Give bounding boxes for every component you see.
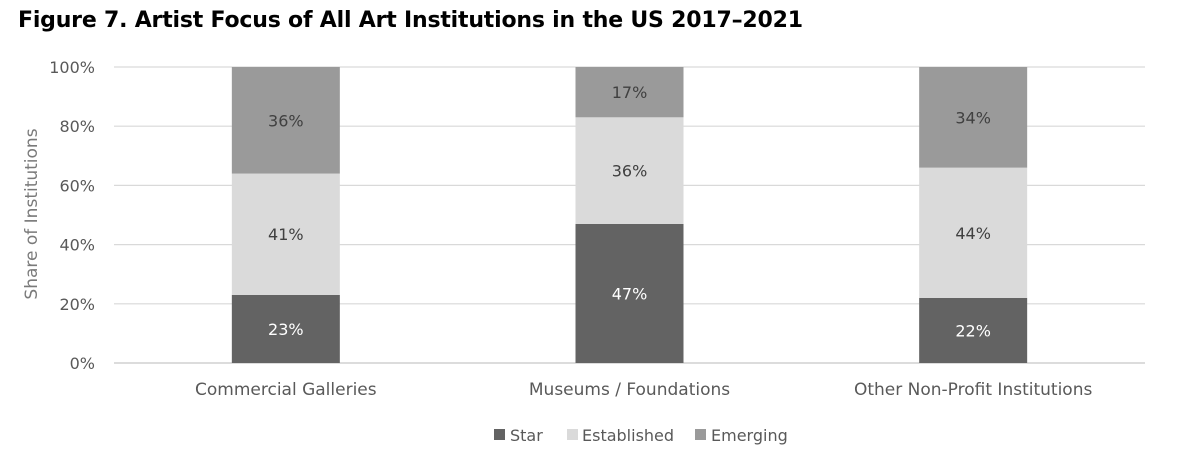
y-tick-label: 80% (59, 117, 95, 136)
x-tick-label: Commercial Galleries (195, 380, 377, 400)
bar-segment-emerging-3 (919, 67, 1028, 168)
legend-item-emerging: Emerging (695, 426, 788, 445)
bars: 23% 41% 36% 47% 36% 17% 22% 44% 34% (231, 67, 1028, 363)
legend-item-established: Established (567, 426, 674, 445)
bar-segment-established-1 (231, 173, 340, 295)
legend-label-established: Established (582, 426, 674, 445)
legend-swatch-established (567, 429, 578, 440)
x-tick-label: Other Non-Profit Institutions (854, 380, 1092, 400)
y-tick-label: 0% (70, 354, 95, 373)
data-label-established-3: 44% (955, 224, 991, 243)
legend-label-star: Star (510, 426, 543, 445)
y-tick-label: 60% (59, 176, 95, 195)
data-label-emerging-1: 36% (268, 111, 304, 130)
y-axis-label: Share of Institutions (22, 128, 42, 299)
data-label-star-2: 47% (612, 284, 648, 303)
data-label-established-2: 36% (612, 162, 648, 181)
legend: Star Established Emerging (494, 426, 788, 445)
bar-segment-emerging-2 (575, 67, 684, 118)
data-label-star-1: 23% (268, 320, 304, 339)
legend-label-emerging: Emerging (711, 426, 788, 445)
data-label-star-3: 22% (955, 321, 991, 340)
legend-swatch-star (494, 429, 505, 440)
chart-title: Figure 7. Artist Focus of All Art Instit… (18, 8, 803, 33)
data-label-emerging-2: 17% (612, 83, 648, 102)
y-tick-label: 40% (59, 236, 95, 255)
bar-segment-emerging-1 (231, 67, 340, 174)
bar-segment-star-3 (919, 297, 1028, 363)
y-tick-label: 20% (59, 295, 95, 314)
data-label-emerging-3: 34% (955, 108, 991, 127)
bar-segment-star-2 (575, 223, 684, 363)
data-label-established-1: 41% (268, 225, 304, 244)
bar-segment-star-1 (231, 294, 340, 363)
x-tick-label: Museums / Foundations (529, 380, 730, 400)
axes: Share of Institutions 0% 20% 40% 60% 80% 100%… (22, 58, 1092, 400)
legend-item-star: Star (494, 426, 543, 445)
y-tick-label: 100% (49, 58, 95, 77)
bar-segment-established-2 (575, 117, 684, 224)
legend-swatch-emerging (695, 429, 706, 440)
bar-segment-established-3 (919, 167, 1028, 298)
